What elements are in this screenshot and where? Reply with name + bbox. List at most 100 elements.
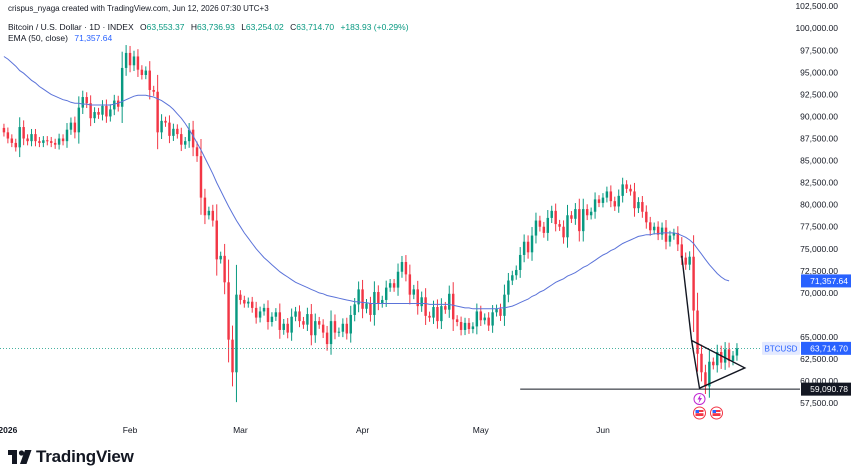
candle-body [660, 227, 664, 235]
candle-body [448, 293, 451, 310]
candle-body [716, 352, 719, 366]
candle-body [65, 129, 69, 142]
price-tag-box [801, 382, 851, 396]
candle-body [566, 215, 569, 238]
candle-body [384, 287, 388, 300]
candle-body [294, 311, 297, 317]
candle-body [164, 120, 167, 123]
candle-body [306, 314, 309, 325]
candle-body [262, 307, 266, 312]
candle-body [227, 282, 230, 340]
candle-body [243, 299, 246, 304]
y-tick-label: 65,000.00 [800, 332, 838, 342]
price-tag-value: 71,357.64 [810, 276, 848, 286]
open-value: 63,553.37 [146, 22, 185, 32]
ema-value: 71,357.64 [74, 33, 113, 43]
candle-body [180, 134, 183, 145]
candle-body [684, 257, 687, 265]
change-value: +183.93 (+0.29%) [340, 22, 409, 32]
candle-body [46, 140, 49, 142]
candle-body [475, 311, 479, 327]
symbol-title: Bitcoin / U.S. Dollar · 1D · INDEX [8, 22, 134, 32]
candle-body [314, 321, 317, 336]
candle-body [597, 199, 601, 203]
candle-body [50, 141, 53, 143]
high-label: H [190, 22, 197, 32]
candle-body [22, 127, 25, 139]
candle-body [507, 280, 510, 295]
ema-line [3, 56, 730, 310]
candle-body [487, 317, 490, 326]
candle-body [6, 132, 10, 139]
candle-body [14, 142, 17, 148]
candle-body [727, 349, 731, 361]
candle-body [219, 255, 222, 260]
y-tick-label: 57,500.00 [800, 398, 838, 408]
x-tick-label: Mar [233, 425, 248, 435]
candle-body [274, 312, 278, 317]
candle-body [310, 314, 313, 336]
y-tick-label: 85,000.00 [800, 156, 838, 166]
candle-body [645, 211, 648, 223]
candle-body [321, 324, 325, 333]
candle-body [511, 275, 514, 281]
candle-body [459, 322, 463, 330]
candle-body [396, 271, 400, 288]
candle-body [18, 127, 21, 148]
candle-body [609, 191, 613, 202]
candle-body [26, 138, 29, 142]
x-tick-label: 2026 [0, 425, 18, 435]
candle-body [656, 226, 660, 235]
candle-body [223, 255, 226, 283]
candle-body [278, 312, 282, 330]
candle-body [558, 224, 561, 227]
candle-body [203, 197, 207, 216]
candle-body [325, 332, 329, 345]
candle-body [89, 103, 92, 119]
candle-body [479, 311, 483, 321]
candle-body [337, 331, 341, 333]
candle-body [329, 321, 333, 345]
candle-body [538, 220, 542, 227]
candle-body [195, 147, 199, 157]
candle-body [388, 283, 392, 288]
flag-canton [695, 410, 700, 413]
candle-body [680, 244, 683, 258]
candle-body [696, 310, 699, 354]
ema-legend-row: EMA (50, close) 71,357.64 [8, 33, 116, 43]
candle-body [554, 210, 557, 225]
candle-body [522, 241, 526, 255]
candle-body [723, 349, 727, 363]
candle-body [503, 294, 506, 316]
y-tick-label: 87,500.00 [800, 134, 838, 144]
candle-body [412, 289, 416, 295]
candle-body [152, 89, 155, 92]
flag-canton [712, 410, 717, 413]
candle-body [432, 307, 435, 318]
price-tag-value: 63,714.70 [810, 343, 848, 353]
candle-body [2, 127, 6, 133]
candle-body [353, 304, 356, 315]
candle-body [250, 301, 254, 308]
tradingview-logo-text: TradingView [36, 447, 134, 466]
open-label: O [140, 22, 147, 32]
candle-body [270, 316, 274, 323]
candle-body [132, 56, 136, 66]
candle-body [124, 52, 128, 68]
candle-body [649, 222, 652, 231]
chart-credit: crispus_nyaga created with TradingView.c… [8, 4, 269, 13]
ema-label: EMA (50, close) [8, 33, 68, 43]
candle-body [365, 303, 368, 309]
low-value: 63,254.02 [245, 22, 284, 32]
candle-body [199, 156, 203, 198]
y-tick-label: 102,500.00 [795, 1, 838, 11]
candle-body [692, 256, 695, 311]
price-tag-value: 59,090.78 [810, 384, 848, 394]
flag-stripe-white [712, 412, 721, 414]
candle-body [637, 202, 640, 209]
candle-body [629, 188, 632, 192]
y-tick-label: 77,500.00 [800, 222, 838, 232]
candle-body [574, 209, 577, 219]
candle-body [341, 323, 345, 332]
